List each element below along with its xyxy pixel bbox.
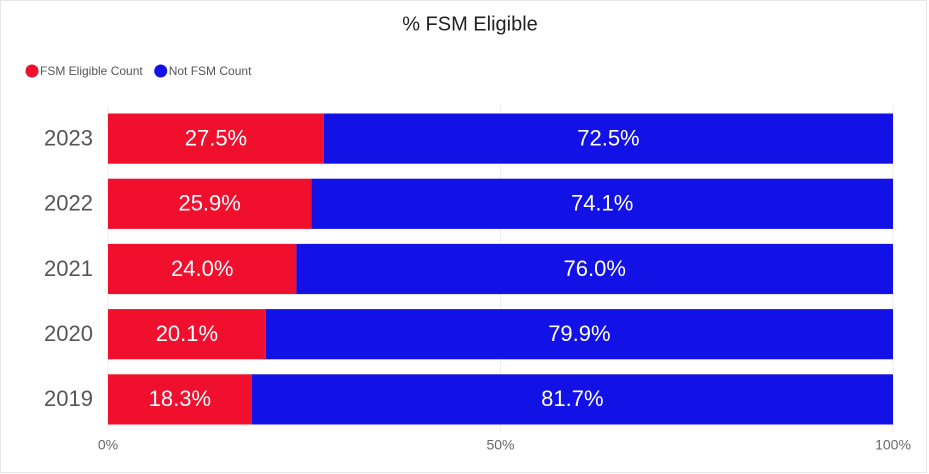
bar-segment: [323, 113, 893, 164]
bar-segment: [251, 374, 893, 425]
data-label: 81.7%: [541, 386, 603, 411]
data-label: 79.9%: [548, 321, 610, 346]
data-label: 20.1%: [156, 321, 218, 346]
bar-segment: [108, 309, 266, 360]
data-label: 72.5%: [577, 125, 639, 150]
x-tick-label: 100%: [875, 437, 911, 453]
data-label: 76.0%: [564, 256, 626, 281]
data-label: 27.5%: [185, 125, 247, 150]
x-tick-label: 0%: [98, 437, 118, 453]
x-tick-label: 50%: [486, 437, 514, 453]
y-tick-label: 2022: [44, 191, 93, 216]
bar-segment: [108, 374, 252, 425]
y-tick-label: 2020: [44, 321, 93, 346]
bar-segment: [108, 178, 312, 229]
legend-label: FSM Eligible Count: [40, 64, 143, 78]
bar-segment: [311, 178, 893, 229]
y-tick-label: 2023: [44, 125, 93, 150]
legend-swatch: [25, 64, 39, 78]
y-tick-label: 2021: [44, 256, 93, 281]
bar-segment: [108, 113, 324, 164]
chart-title: % FSM Eligible: [402, 13, 538, 35]
data-label: 18.3%: [149, 386, 211, 411]
y-tick-label: 2019: [44, 386, 93, 411]
data-label: 74.1%: [571, 191, 633, 216]
bar-segment: [265, 309, 893, 360]
legend-label: Not FSM Count: [169, 64, 252, 78]
legend-swatch: [154, 64, 168, 78]
bar-segment: [108, 243, 297, 295]
data-label: 25.9%: [178, 191, 240, 216]
bar-segment: [296, 243, 893, 295]
data-label: 24.0%: [171, 256, 233, 281]
